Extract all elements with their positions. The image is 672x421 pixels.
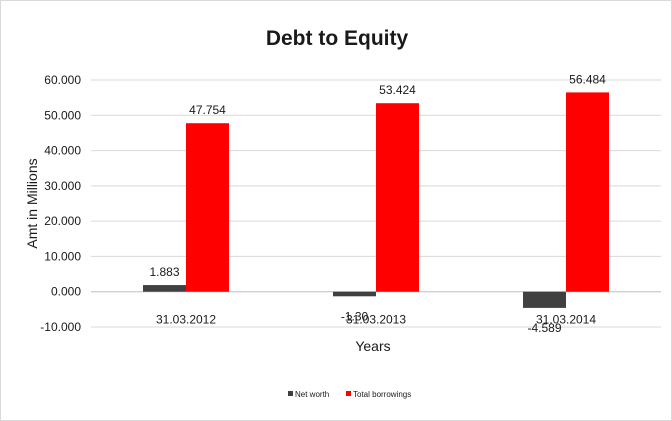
- bar-net-worth: [143, 285, 186, 292]
- y-tick-label: 30.000: [44, 179, 81, 193]
- data-label: -1.30: [341, 309, 369, 323]
- y-axis-title: Amt in Millions: [24, 158, 40, 248]
- y-axis-ticks: -10.000 0.000 10.000 20.000 30.000 40.000 50.0…: [40, 73, 81, 334]
- data-label: 1.883: [149, 265, 179, 279]
- y-tick-label: 50.000: [44, 108, 81, 122]
- y-tick-label: 20.000: [44, 214, 81, 228]
- bar-net-worth: [523, 291, 566, 308]
- y-tick-label: 10.000: [44, 249, 81, 263]
- data-label: -4.589: [527, 321, 561, 335]
- legend-label: Total borrowings: [353, 390, 411, 399]
- chart-title: Debt to Equity: [266, 27, 409, 50]
- bar-net-worth: [333, 291, 376, 297]
- category-labels: 31.03.2012 31.03.2013 31.03.2014: [156, 313, 596, 327]
- bar-total-borrowings: [376, 103, 419, 292]
- legend-swatch: [288, 391, 293, 396]
- y-tick-label: 40.000: [44, 144, 81, 158]
- y-tick-label: -10.000: [40, 320, 81, 334]
- data-label: 53.424: [379, 83, 416, 97]
- legend: Net worth Total borrowings: [288, 390, 411, 399]
- category-label: 31.03.2013: [346, 313, 406, 327]
- y-tick-label: 60.000: [44, 73, 81, 87]
- y-tick-label: 0.000: [51, 285, 81, 299]
- bar-total-borrowings: [566, 92, 609, 292]
- category-label: 31.03.2012: [156, 313, 216, 327]
- legend-swatch: [346, 391, 351, 396]
- bar-total-borrowings: [186, 123, 229, 292]
- x-axis-title: Years: [355, 338, 390, 354]
- data-labels: 1.883 47.754 -1.30 53.424 -4.589 56.484: [149, 72, 606, 335]
- data-label: 47.754: [189, 103, 226, 117]
- category-label: 31.03.2014: [536, 313, 596, 327]
- legend-label: Net worth: [295, 390, 329, 399]
- data-label: 56.484: [569, 72, 606, 86]
- bars: [143, 92, 609, 308]
